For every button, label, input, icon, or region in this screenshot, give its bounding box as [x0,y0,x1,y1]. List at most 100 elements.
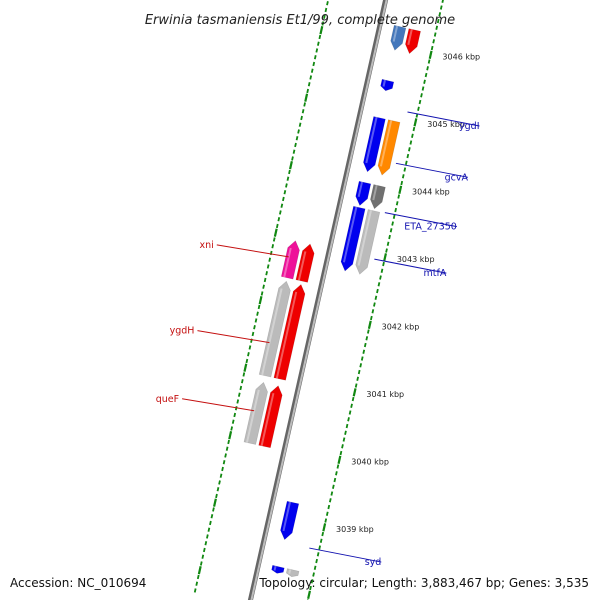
feature-block-fwd-gene[interactable] [285,568,300,578]
ruler-dash-outer [426,66,429,71]
feature-block-fwd-gene[interactable] [377,119,401,176]
ruler-dash-inner [268,257,272,262]
ruler-dash-inner [236,399,240,404]
ruler-dash-inner [228,431,233,440]
ruler-dash-outer [376,288,379,294]
gene-label-syd[interactable]: syd [365,557,382,568]
ruler-dash-outer [383,253,387,262]
ruler-dash-outer [337,455,342,464]
ruler-dash-inner [277,217,281,222]
ruler-dash-inner [230,426,234,431]
ruler-dash-outer [330,491,334,496]
ruler-dash-outer [377,282,381,287]
gene-leader-line [197,330,270,344]
tick-label: 3044 kbp [412,188,450,197]
feature-block-fwd-cds[interactable] [340,205,366,272]
ruler-dash-inner [271,244,275,249]
ruler-dash-inner [215,493,218,499]
backbone-layer [247,0,389,600]
ruler-dash-inner [216,487,220,492]
gene-label-eta_27350[interactable]: ETA_27350 [404,222,457,233]
labels-layer: 3046 kbp 3045 kbp 3044 kbp 3043 kbp 3042 kbp… [156,53,480,568]
gene-label-ygdh[interactable]: ygdH [170,326,195,337]
ruler-dash-outer [351,396,355,402]
gene-label-quef[interactable]: queF [156,394,179,405]
ruler-dash-outer [342,437,346,442]
ruler-dash-outer [348,410,352,415]
ruler-dash-inner [288,169,291,175]
ruler-dash-inner [294,142,297,148]
ruler-dash-inner [193,588,197,593]
ruler-dash-inner [323,14,326,19]
ruler-dash-inner [291,156,294,161]
ruler-dash-outer [335,471,338,476]
feature-block-fwd-gene[interactable] [370,184,386,210]
feature-shine [275,291,298,379]
tick-label: 3039 kbp [336,525,374,534]
feature-block-fwd-cds[interactable] [380,78,395,92]
ruler-dash-inner [318,34,322,40]
ruler-dash-outer [319,538,323,543]
ruler-dash-outer [395,201,399,206]
ruler-dash-inner [307,82,311,87]
ruler-dash-outer [408,147,411,152]
gene-label-xni[interactable]: xni [199,240,213,251]
gene-leader-line [216,244,289,258]
ruler-dash-outer [401,174,405,179]
feature-shine [273,565,277,571]
ruler-dash-inner [251,331,255,337]
gene-label-ygdi[interactable]: ygdI [459,121,479,132]
feature-shine [288,569,292,574]
ruler-dash-inner [279,210,282,215]
feature-block-fwd-gene[interactable] [355,209,381,275]
ruler-dash-outer [322,523,327,532]
ruler-dash-outer [400,180,404,186]
ruler-dash-outer [333,477,337,483]
ruler-dash-outer [313,565,317,570]
feature-shine [365,116,378,164]
feature-block-rev-cds[interactable] [295,243,315,283]
feature-shine [357,181,363,197]
ruler-dash-inner [280,203,284,208]
feature-block-fwd-cds[interactable] [271,564,285,574]
ruler-dash-outer [417,106,420,111]
ruler-dash-outer [312,572,315,577]
ruler-dash-outer [427,59,431,64]
ruler-dash-inner [221,466,224,472]
ruler-dash-outer [350,403,353,408]
ruler-dash-outer [413,118,418,127]
ruler-dash-inner [283,190,287,195]
ruler-dash-outer [316,552,320,557]
feature-block-fwd-cds[interactable] [390,24,407,51]
gene-label-mtfa[interactable]: mtfA [424,268,447,279]
ruler-dash-inner [301,109,305,114]
ruler-dash-inner [275,223,279,229]
feature-block-fwd-cds[interactable] [363,116,386,173]
ruler-dash-inner [247,352,250,357]
feature-shine [261,288,283,376]
ruler-dash-outer [359,363,363,368]
feature-block-fwd-cds[interactable] [280,500,300,541]
ruler-dash-inner [266,264,270,269]
ruler-dash-outer [341,444,344,449]
ruler-dash-outer [345,423,349,429]
feature-block-fwd-gene[interactable] [405,28,421,55]
ruler-dash-inner [245,358,249,364]
ruler-dash-inner [265,271,268,276]
gene-label-gcva[interactable]: gcvA [445,172,469,183]
ruler-dash-outer [398,185,403,194]
feature-block-rev-cds[interactable] [258,385,283,449]
ruler-dash-inner [295,136,299,141]
feature-shine [392,25,399,42]
feature-block-rev-gene[interactable] [258,280,291,378]
ruler-dash-inner [257,304,261,310]
feature-block-rev-gene[interactable] [280,240,300,280]
ruler-dash-outer [328,498,332,503]
feature-block-rev-cds[interactable] [273,283,306,381]
tick-label: 3041 kbp [366,390,404,399]
feature-block-fwd-cds[interactable] [355,180,372,206]
feature-block-rev-gene[interactable] [243,381,268,445]
feature-shine [260,393,275,446]
ruler-dash-outer [379,275,382,280]
